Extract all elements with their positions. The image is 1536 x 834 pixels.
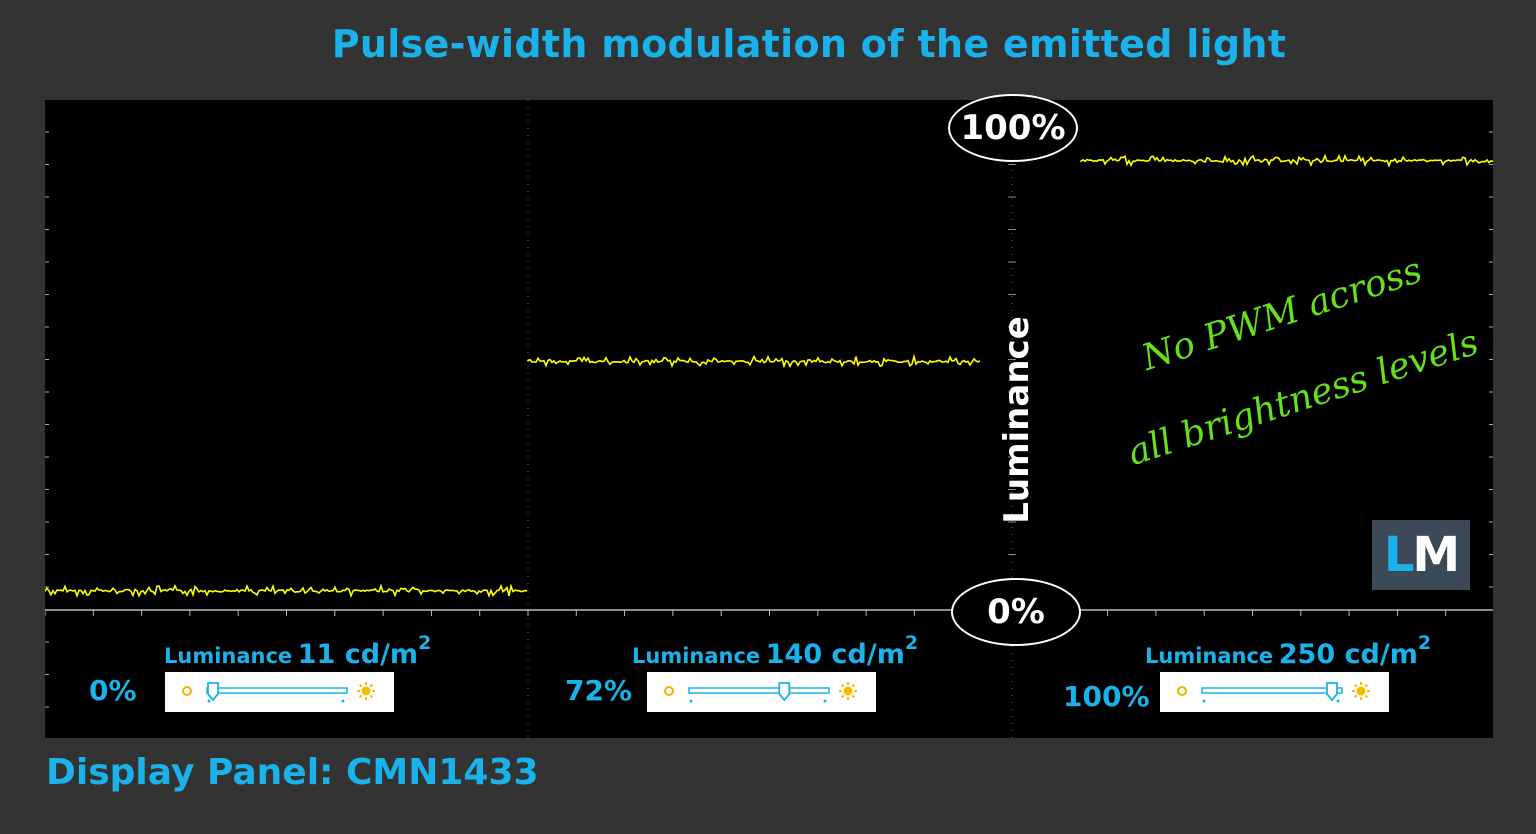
luminance-word: Luminance bbox=[164, 644, 293, 668]
brightness-slider-2 bbox=[647, 672, 876, 712]
marker-0-percent: 0% bbox=[951, 578, 1081, 646]
slider-thumb bbox=[207, 682, 219, 702]
slider-percent-2: 72% bbox=[565, 674, 633, 707]
luminance-caption-2: Luminance 140 cd/m2 bbox=[632, 632, 918, 670]
slider-track bbox=[688, 687, 830, 694]
chart-title: Pulse-width modulation of the emitted li… bbox=[331, 22, 1287, 66]
luminance-unit-exponent: 2 bbox=[418, 632, 432, 654]
luminance-unit-exponent: 2 bbox=[1417, 632, 1432, 654]
bright-sun-icon bbox=[357, 682, 375, 700]
slider-dot-start bbox=[689, 699, 693, 703]
trace-segment-1 bbox=[45, 583, 528, 598]
brightness-slider-3 bbox=[1160, 672, 1389, 712]
slider-dot-start bbox=[1202, 699, 1206, 703]
trace-segment-3 bbox=[1080, 153, 1493, 168]
slider-track bbox=[206, 687, 348, 694]
marker-100-percent: 100% bbox=[948, 94, 1078, 162]
dim-sun-icon bbox=[664, 686, 674, 696]
luminance-caption-1: Luminance 11 cd/m2 bbox=[164, 632, 431, 670]
luminance-unit-exponent: 2 bbox=[904, 632, 919, 654]
plot-area bbox=[45, 100, 1493, 738]
slider-graphic bbox=[182, 682, 375, 703]
y-axis-label: Luminance bbox=[997, 316, 1037, 524]
slider-graphic bbox=[664, 682, 857, 703]
logo-letter-l: L bbox=[1383, 527, 1415, 583]
slider-graphic bbox=[1177, 682, 1370, 703]
brightness-slider-1 bbox=[165, 672, 394, 712]
luminance-word: Luminance bbox=[632, 644, 761, 668]
luminance-value: 250 cd/m bbox=[1278, 639, 1418, 670]
slider-thumb bbox=[1326, 682, 1338, 702]
luminance-word: Luminance bbox=[1145, 644, 1274, 668]
luminance-value: 11 cd/m bbox=[297, 639, 419, 670]
slider-track bbox=[1201, 687, 1343, 694]
slider-dot-end bbox=[1336, 699, 1340, 703]
bright-sun-icon bbox=[1352, 682, 1370, 700]
dim-sun-icon bbox=[182, 686, 192, 696]
trace-segment-2 bbox=[527, 353, 981, 369]
slider-percent-1: 0% bbox=[89, 674, 137, 707]
display-panel-label: Display Panel: CMN1433 bbox=[46, 752, 539, 793]
dim-sun-icon bbox=[1177, 686, 1187, 696]
slider-thumb bbox=[778, 682, 791, 702]
bright-sun-icon bbox=[839, 682, 857, 700]
luminance-caption-3: Luminance 250 cd/m2 bbox=[1145, 632, 1431, 670]
slider-dot-end bbox=[823, 699, 827, 703]
luminance-value: 140 cd/m bbox=[765, 639, 905, 670]
slider-percent-3: 100% bbox=[1063, 680, 1150, 713]
oscilloscope-screen: 100% 0% Luminance No PWM across all brig… bbox=[45, 94, 1493, 738]
slider-dot-end bbox=[341, 699, 345, 703]
slider-dot-start bbox=[207, 699, 211, 703]
logo-letter-m: M bbox=[1412, 527, 1460, 583]
